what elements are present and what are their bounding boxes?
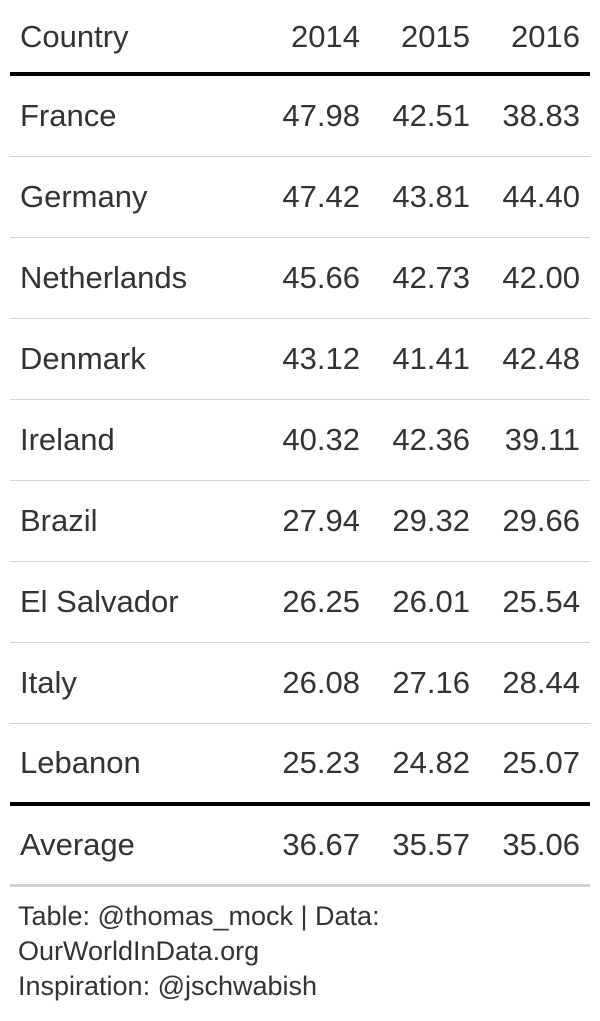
value-cell-2016: 42.48 — [502, 341, 580, 376]
value-cell-2016: 39.11 — [504, 422, 580, 457]
country-cell: Brazil — [20, 503, 98, 538]
value-cell-2016: 38.83 — [502, 98, 580, 133]
country-cell: Denmark — [20, 341, 146, 376]
value-cell-2015: 42.73 — [392, 260, 470, 295]
country-cell: France — [20, 98, 117, 133]
summary-value-2015: 35.57 — [392, 827, 470, 862]
value-cell-2015: 27.16 — [392, 665, 470, 700]
summary-row: Average 36.67 35.57 35.06 — [10, 806, 590, 887]
caption-line: OurWorldInData.org — [18, 936, 260, 966]
country-cell: Italy — [20, 665, 77, 700]
value-cell-2015: 43.81 — [392, 179, 470, 214]
country-cell: Ireland — [20, 422, 115, 457]
table-row: France 47.98 42.51 38.83 — [10, 76, 590, 157]
value-cell-2014: 47.98 — [282, 98, 360, 133]
table-row: Italy 26.08 27.16 28.44 — [10, 643, 590, 724]
table-body: France 47.98 42.51 38.83 Germany 47.42 43.81 44… — [10, 76, 590, 806]
value-cell-2016: 28.44 — [502, 665, 580, 700]
value-cell-2014: 43.12 — [282, 341, 360, 376]
value-cell-2016: 25.07 — [502, 745, 580, 780]
value-cell-2014: 45.66 — [282, 260, 360, 295]
value-cell-2015: 42.36 — [392, 422, 470, 457]
table-row: Lebanon 25.23 24.82 25.07 — [10, 724, 590, 806]
table-row: Brazil 27.94 29.32 29.66 — [10, 481, 590, 562]
table-row: Denmark 43.12 41.41 42.48 — [10, 319, 590, 400]
value-cell-2015: 29.32 — [392, 503, 470, 538]
value-cell-2014: 40.32 — [282, 422, 360, 457]
value-cell-2014: 47.42 — [282, 179, 360, 214]
value-cell-2016: 25.54 — [502, 584, 580, 619]
column-header-country: Country — [20, 19, 129, 54]
column-header-2015: 2015 — [401, 19, 470, 54]
value-cell-2014: 27.94 — [282, 503, 360, 538]
country-cell: El Salvador — [20, 584, 179, 619]
value-cell-2016: 44.40 — [502, 179, 580, 214]
table-caption: Table: @thomas_mock | Data: OurWorldInDa… — [10, 887, 590, 1004]
value-cell-2015: 41.41 — [392, 341, 470, 376]
value-cell-2015: 42.51 — [392, 98, 470, 133]
summary-value-2014: 36.67 — [282, 827, 360, 862]
column-header-2014: 2014 — [291, 19, 360, 54]
value-cell-2014: 26.25 — [282, 584, 360, 619]
caption-line: Inspiration: @jschwabish — [18, 971, 318, 1001]
value-cell-2016: 29.66 — [502, 503, 580, 538]
summary-label: Average — [20, 827, 135, 862]
table-row: El Salvador 26.25 26.01 25.54 — [10, 562, 590, 643]
caption-line: Table: @thomas_mock | Data: — [18, 901, 380, 931]
summary-value-2016: 35.06 — [502, 827, 580, 862]
table-row: Germany 47.42 43.81 44.40 — [10, 157, 590, 238]
table-row: Netherlands 45.66 42.73 42.00 — [10, 238, 590, 319]
table-row: Ireland 40.32 42.36 39.11 — [10, 400, 590, 481]
country-cell: Netherlands — [20, 260, 188, 295]
column-header-2016: 2016 — [511, 19, 580, 54]
country-cell: Lebanon — [20, 745, 141, 780]
data-table: Country 2014 2015 2016 France 47.98 42.51 3… — [10, 0, 590, 1004]
table-header-row: Country 2014 2015 2016 — [10, 0, 590, 76]
value-cell-2014: 26.08 — [282, 665, 360, 700]
value-cell-2016: 42.00 — [502, 260, 580, 295]
value-cell-2014: 25.23 — [282, 745, 360, 780]
value-cell-2015: 26.01 — [392, 584, 470, 619]
value-cell-2015: 24.82 — [392, 745, 470, 780]
country-cell: Germany — [20, 179, 148, 214]
